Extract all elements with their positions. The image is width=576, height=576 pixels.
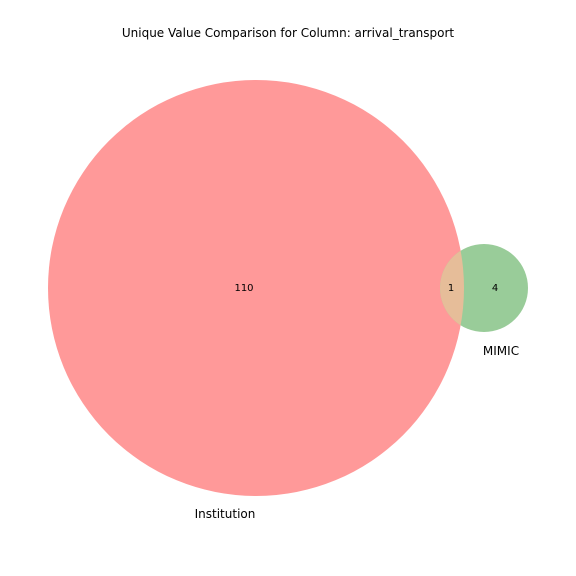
- institution-circle: [48, 80, 464, 496]
- intersection-count: 1: [448, 283, 454, 294]
- mimic-only-count: 4: [492, 283, 498, 294]
- institution-only-count: 110: [234, 283, 253, 294]
- mimic-label: MIMIC: [483, 344, 519, 358]
- chart-title: Unique Value Comparison for Column: arri…: [122, 26, 455, 40]
- institution-label: Institution: [195, 507, 256, 521]
